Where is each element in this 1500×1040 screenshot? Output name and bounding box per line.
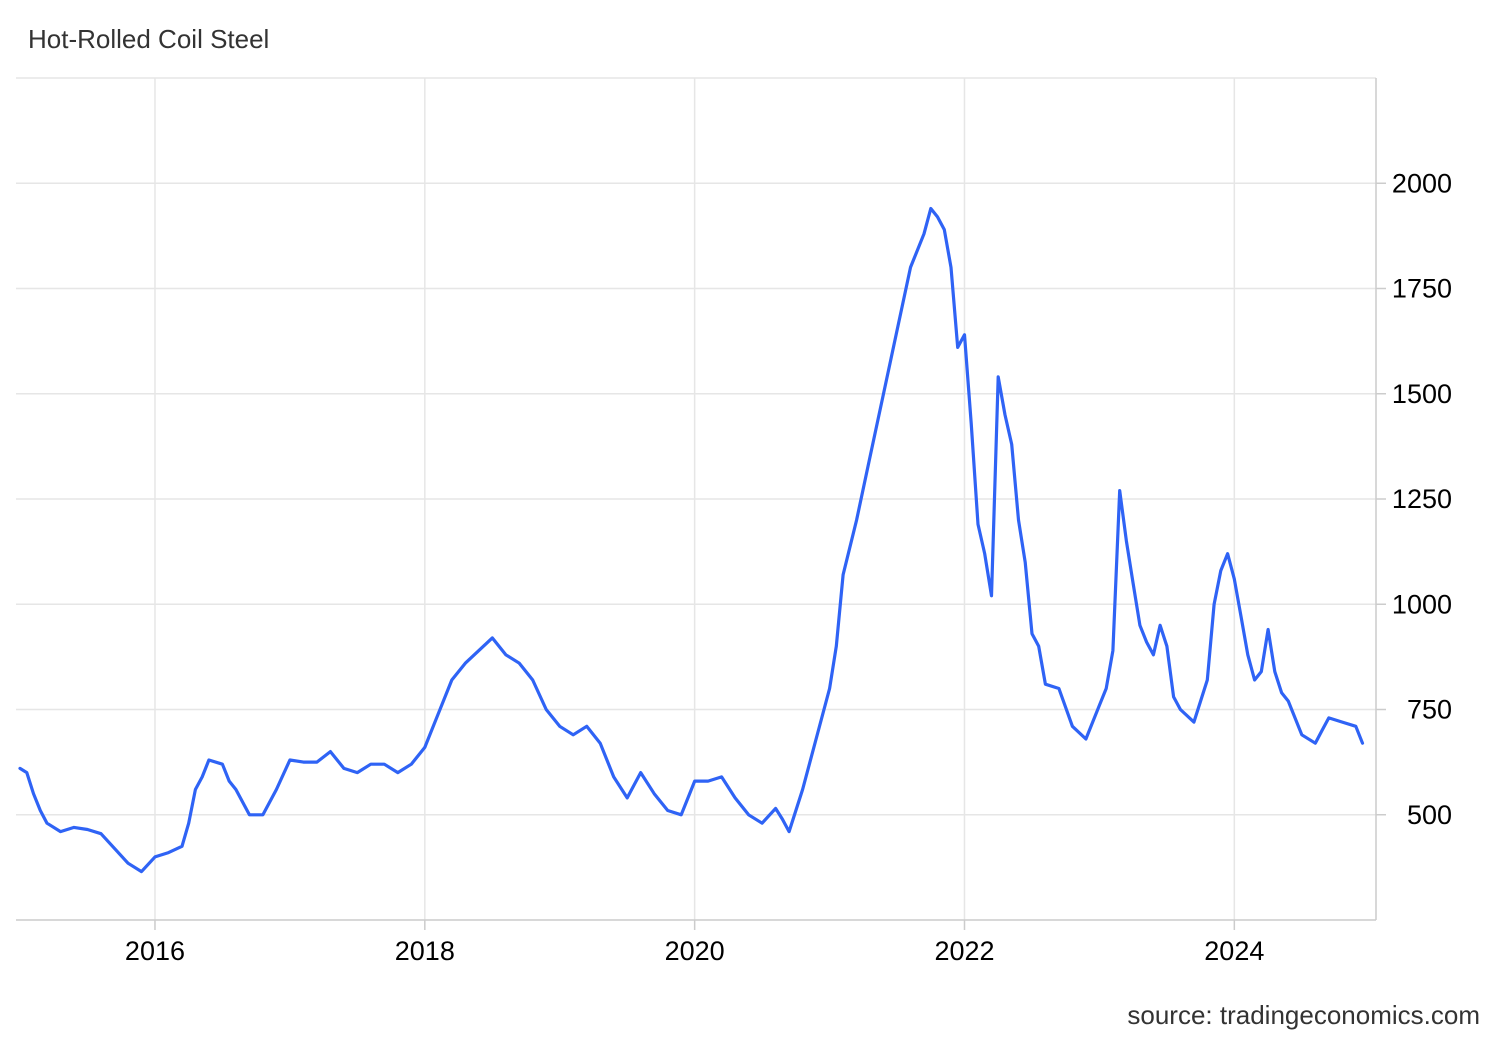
y-tick-label: 2000 <box>1392 168 1452 198</box>
x-tick-label: 2016 <box>125 936 185 966</box>
y-tick-label: 1000 <box>1392 589 1452 619</box>
tick-label-layer: 500 750 1000 1250 1500 1750 2000 2016 2018 2020 20… <box>125 168 1452 966</box>
series-line-0 <box>18 206 1365 874</box>
axis-layer <box>16 78 1386 930</box>
grid-layer <box>16 77 1376 920</box>
y-tick-label: 500 <box>1407 800 1452 830</box>
series-layer <box>18 206 1365 874</box>
source-attribution[interactable]: source: tradingeconomics.com <box>1127 1000 1480 1030</box>
x-tick-label: 2022 <box>934 936 994 966</box>
x-tick-label: 2024 <box>1204 936 1264 966</box>
y-tick-label: 1750 <box>1392 274 1452 304</box>
y-tick-label: 1500 <box>1392 379 1452 409</box>
chart-title: Hot-Rolled Coil Steel <box>28 24 270 54</box>
x-tick-label: 2018 <box>395 936 455 966</box>
x-tick-label: 2020 <box>665 936 725 966</box>
y-tick-label: 1250 <box>1392 484 1452 514</box>
y-tick-label: 750 <box>1407 695 1452 725</box>
